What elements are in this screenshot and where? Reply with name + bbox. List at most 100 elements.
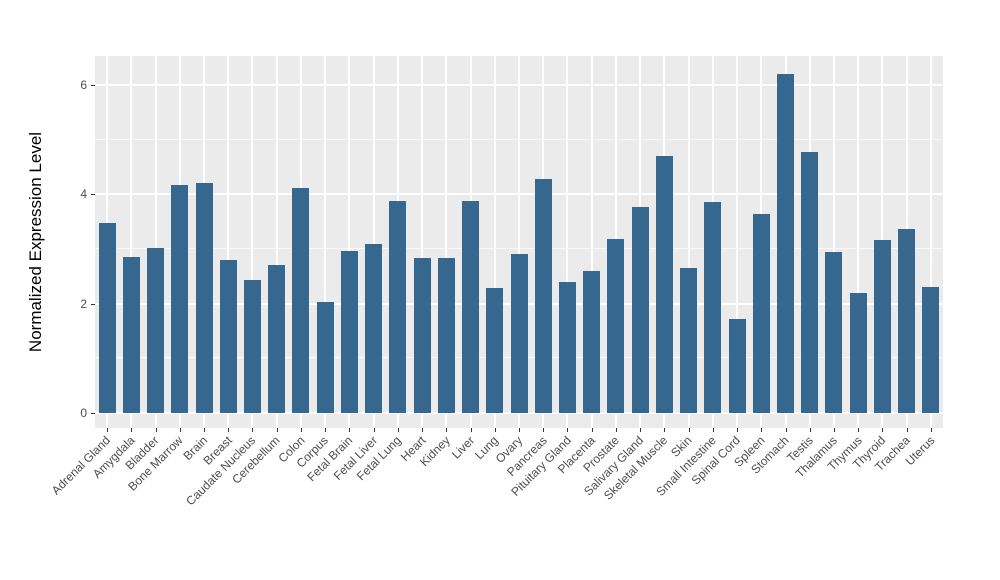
x-tick-mark-salivary-gland [640, 428, 642, 432]
x-tick-mark-bladder [155, 428, 157, 432]
bar-placenta [583, 270, 601, 413]
x-tick-mark-fetal-brain [349, 428, 351, 432]
x-tick-mark-caudate-nucleus [252, 428, 254, 432]
bar-bone-marrow [171, 185, 189, 413]
x-tick-mark-heart [422, 428, 424, 432]
gridline-x-thalamus [832, 56, 835, 428]
x-tick-mark-skin [688, 428, 690, 432]
bar-fetal-lung [389, 200, 407, 413]
x-tick-mark-bone-marrow [179, 428, 181, 432]
plot-panel [95, 56, 943, 428]
x-tick-mark-ovary [519, 428, 520, 432]
bar-thyroid [873, 239, 891, 413]
bar-thalamus [825, 251, 843, 413]
y-tick-label-6: 6 [80, 78, 87, 93]
bar-bladder [147, 248, 165, 413]
x-tick-mark-corpus [325, 428, 327, 432]
gridline-x-breast [227, 56, 230, 428]
y-tick-mark-0 [91, 412, 95, 414]
x-tick-mark-pancreas [543, 428, 545, 432]
bar-thymus [849, 293, 867, 413]
x-tick-mark-thymus [858, 428, 860, 432]
bar-adrenal-gland [98, 222, 116, 413]
bar-stomach [777, 73, 794, 413]
bar-breast [219, 259, 237, 413]
gridline-x-bladder [154, 56, 157, 428]
bar-prostate [607, 239, 625, 413]
bar-brain [195, 182, 213, 413]
gridline-x-corpus [324, 56, 327, 428]
gridline-x-kidney [445, 56, 448, 428]
bar-testis [801, 151, 819, 413]
x-tick-mark-placenta [591, 428, 593, 432]
bar-pancreas [534, 179, 552, 413]
x-tick-mark-spleen [761, 428, 763, 432]
x-tick-mark-colon [300, 428, 302, 432]
gridline-x-pituitary-gland [566, 56, 569, 428]
x-tick-mark-prostate [615, 428, 617, 432]
bar-fetal-brain [340, 250, 358, 413]
y-tick-mark-6 [91, 85, 95, 87]
bar-spinal-cord [728, 318, 746, 413]
bar-amygdala [122, 257, 140, 413]
x-tick-mark-fetal-liver [373, 428, 375, 432]
x-tick-mark-liver [470, 428, 472, 432]
x-tick-mark-pituitary-gland [567, 428, 569, 432]
bar-skin [680, 267, 698, 413]
bar-ovary [510, 254, 528, 413]
x-tick-mark-small-intestine [712, 428, 714, 432]
x-tick-mark-cerebellum [276, 428, 278, 432]
gridline-x-thymus [857, 56, 860, 428]
x-tick-mark-fetal-lung [397, 428, 399, 432]
x-tick-mark-thalamus [833, 428, 835, 432]
bar-lung [486, 287, 504, 413]
gridline-x-lung [493, 56, 496, 428]
gridline-x-heart [421, 56, 424, 428]
x-tick-mark-spinal-cord [737, 428, 739, 432]
gridline-x-skin [687, 56, 690, 428]
bar-kidney [437, 258, 455, 413]
bar-colon [292, 187, 310, 413]
bar-fetal-liver [365, 244, 383, 413]
x-tick-mark-breast [228, 428, 230, 432]
x-tick-mark-kidney [446, 428, 448, 432]
bar-corpus [316, 301, 334, 413]
bar-caudate-nucleus [243, 279, 261, 413]
gridline-x-placenta [590, 56, 593, 428]
gridline-x-spinal-cord [736, 56, 739, 428]
x-tick-mark-stomach [785, 428, 787, 432]
gridline-x-caudate-nucleus [251, 56, 254, 428]
bar-trachea [898, 228, 916, 413]
x-tick-mark-testis [809, 428, 811, 432]
y-tick-label-0: 0 [80, 405, 87, 420]
gridline-x-amygdala [130, 56, 133, 428]
y-tick-mark-2 [91, 303, 95, 305]
x-tick-mark-brain [204, 428, 206, 432]
bar-pituitary-gland [558, 281, 576, 413]
x-tick-mark-uterus [930, 428, 932, 432]
gridline-x-cerebellum [275, 56, 278, 428]
x-tick-mark-amygdala [131, 428, 133, 432]
bar-heart [413, 257, 431, 413]
y-axis-title: Normalized Expression Level [26, 131, 45, 353]
bar-spleen [752, 213, 770, 413]
y-tick-mark-4 [91, 194, 95, 196]
gridline-x-fetal-liver [372, 56, 375, 428]
bar-skeletal-muscle [655, 156, 673, 413]
x-tick-label-liver: Liver [448, 433, 477, 462]
x-tick-mark-adrenal-gland [107, 428, 109, 432]
x-tick-mark-skeletal-muscle [664, 428, 666, 432]
x-tick-mark-lung [494, 428, 496, 432]
x-tick-mark-thyroid [882, 428, 884, 432]
gridline-x-ovary [518, 56, 520, 428]
y-tick-label-4: 4 [80, 187, 87, 202]
bar-small-intestine [704, 201, 722, 413]
bar-uterus [922, 286, 940, 413]
gridline-x-uterus [929, 56, 932, 428]
bar-salivary-gland [631, 206, 649, 413]
bar-cerebellum [268, 264, 286, 413]
y-tick-label-2: 2 [80, 296, 87, 311]
gridline-x-fetal-brain [348, 56, 351, 428]
bar-liver [462, 200, 480, 413]
